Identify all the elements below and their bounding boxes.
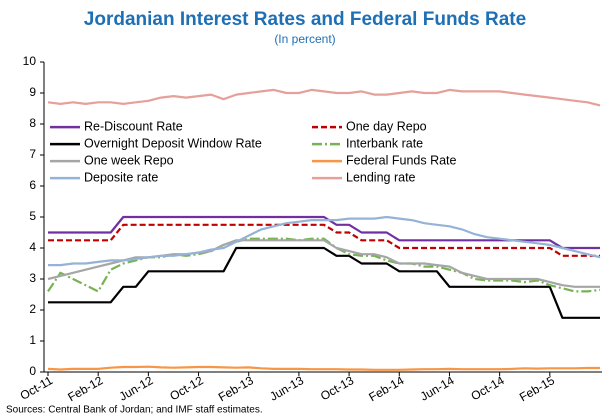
x-tick-label: Jun-13 xyxy=(267,373,306,404)
y-tick-label: 0 xyxy=(29,364,36,378)
series-line xyxy=(47,365,600,371)
x-tick-label: Feb-14 xyxy=(366,373,406,404)
y-tick-label: 6 xyxy=(29,178,36,192)
x-tick-label: Feb-13 xyxy=(216,373,256,404)
y-tick-label: 4 xyxy=(29,240,36,254)
y-tick-label: 1 xyxy=(29,333,36,347)
legend-label: One week Repo xyxy=(84,153,174,167)
chart-title: Jordanian Interest Rates and Federal Fun… xyxy=(84,9,526,30)
source-note: Sources: Central Bank of Jordan; and IMF… xyxy=(6,405,263,416)
x-tick-label: Jun-14 xyxy=(418,373,457,404)
series-line xyxy=(48,215,600,250)
chart-subtitle: (In percent) xyxy=(274,32,335,46)
x-tick-label: Feb-12 xyxy=(65,373,105,404)
series-line xyxy=(47,88,601,107)
legend-label: Interbank rate xyxy=(346,136,423,150)
y-tick-label: 5 xyxy=(29,209,36,223)
legend-label: Federal Funds Rate xyxy=(346,153,457,167)
y-tick-label: 3 xyxy=(29,271,36,285)
legend-label: Lending rate xyxy=(346,170,416,184)
y-tick-label: 2 xyxy=(29,302,36,316)
series-line xyxy=(48,215,601,267)
x-tick-label: Jun-12 xyxy=(117,373,156,404)
x-tick-label: Oct-14 xyxy=(469,373,507,403)
series-line xyxy=(48,223,600,257)
series-line xyxy=(47,237,601,293)
y-tick-label: 9 xyxy=(29,85,36,99)
legend-label: Overnight Deposit Window Rate xyxy=(84,136,262,150)
y-tick-label: 10 xyxy=(23,54,37,68)
legend-label: One day Repo xyxy=(346,119,427,133)
legend-label: Deposite rate xyxy=(84,170,158,184)
legend-label: Re-Discount Rate xyxy=(84,119,183,133)
x-tick-label: Feb-15 xyxy=(517,373,557,404)
x-tick-label: Oct-12 xyxy=(167,373,205,403)
y-tick-label: 7 xyxy=(29,147,36,161)
y-tick-label: 8 xyxy=(29,116,36,130)
x-tick-label: Oct-11 xyxy=(18,373,56,403)
series-line xyxy=(48,246,600,319)
x-tick-label: Oct-13 xyxy=(318,373,356,403)
